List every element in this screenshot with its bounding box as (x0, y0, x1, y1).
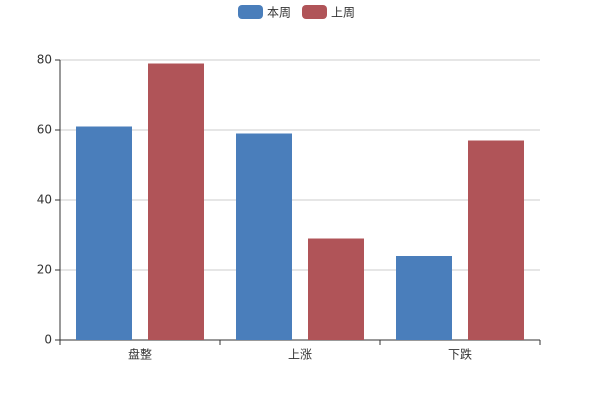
bar (76, 126, 132, 340)
bar (236, 133, 292, 340)
legend-swatch[interactable] (302, 5, 327, 19)
y-tick-label: 20 (37, 263, 52, 277)
x-tick-label: 上涨 (288, 347, 312, 362)
y-tick-label: 60 (37, 123, 52, 137)
y-tick-label: 80 (37, 53, 52, 67)
bar (396, 256, 452, 340)
bar (148, 63, 204, 340)
bar (308, 238, 364, 340)
x-tick-label: 盘整 (128, 347, 152, 362)
y-tick-label: 40 (37, 193, 52, 207)
y-tick-label: 0 (44, 333, 52, 347)
legend-label: 上周 (331, 6, 355, 20)
bar (468, 140, 524, 340)
x-tick-label: 下跌 (448, 347, 472, 362)
legend-swatch[interactable] (238, 5, 263, 19)
legend-label: 本周 (267, 6, 291, 20)
